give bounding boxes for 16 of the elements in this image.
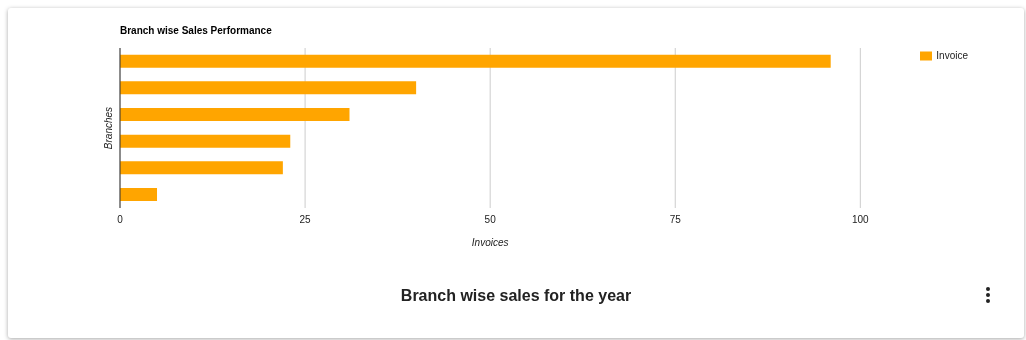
bar [120, 54, 831, 68]
text: Branch wise sales for the year [399, 287, 633, 305]
bar [120, 134, 291, 148]
legend-label: Invoice [936, 50, 968, 61]
bar [120, 108, 350, 121]
bar [120, 188, 158, 201]
x-tick-label: 100 [851, 214, 870, 226]
x-tick-label: 75 [669, 214, 682, 226]
y-axis-title: Branches [102, 106, 114, 150]
chart-title: Branch wise Sales Performance [120, 25, 272, 36]
x-tick-label: 0 [117, 214, 124, 226]
x-tick-label: 25 [299, 214, 312, 226]
x-tick-label: 50 [484, 214, 497, 226]
bar [120, 161, 283, 175]
x-axis-title: Invoices [471, 237, 509, 248]
bar [120, 81, 417, 95]
